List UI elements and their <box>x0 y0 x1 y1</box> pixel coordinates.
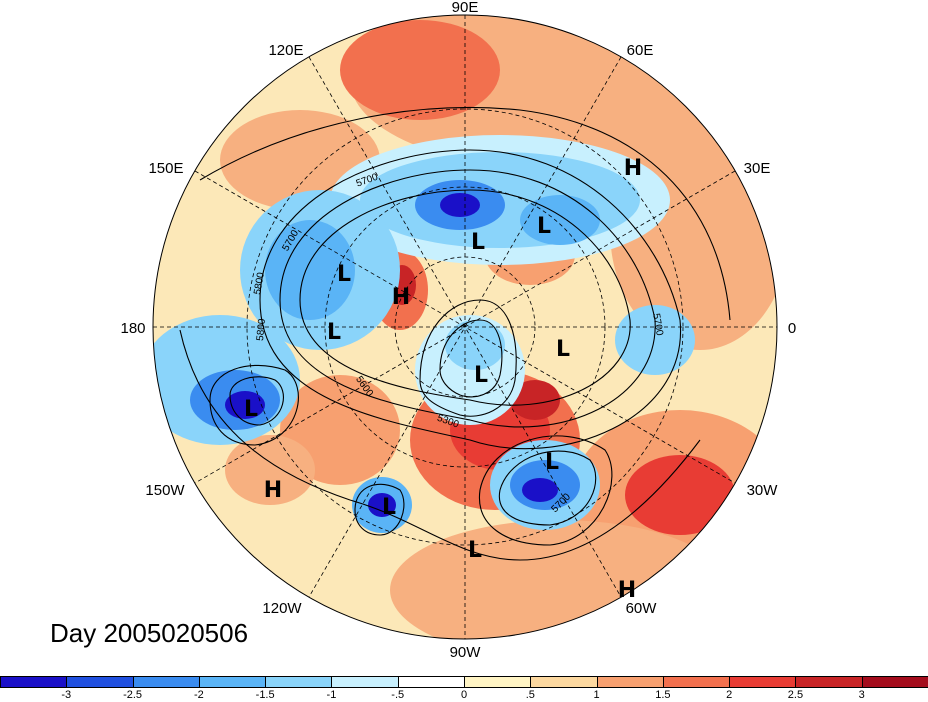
colorbar-tick-label: -2.5 <box>123 689 143 701</box>
colorbar-tick-label: 0 <box>460 689 468 701</box>
lon-label-0: 0 <box>788 320 796 337</box>
map-boundary <box>152 14 778 640</box>
low-marker: L <box>327 320 341 345</box>
lon-label-150w: 150W <box>145 482 185 499</box>
low-marker: L <box>474 363 488 388</box>
lon-label-120e: 120E <box>268 42 303 59</box>
date-label: Day 2005020506 <box>50 618 249 648</box>
lon-label-150e: 150E <box>148 160 183 177</box>
colorbar-swatch <box>662 676 731 688</box>
high-marker: H <box>264 478 282 503</box>
colorbar-swatch <box>397 676 465 688</box>
colorbar-swatch <box>861 676 928 688</box>
contour-labels: 5700 5700 5800 5800 5600 5300 5700 5700 <box>252 172 665 515</box>
low-marker: L <box>244 397 258 422</box>
colorbar-tick-label: .5 <box>525 689 535 701</box>
colorbar-swatch <box>265 676 333 688</box>
colorbar-tick-label: -2 <box>193 689 204 701</box>
colorbar: -3 -2.5 -2 -1.5 -1 -.5 0 .5 1 1.5 2 2.5 3 <box>0 676 928 702</box>
colorbar-tick-label: 2 <box>726 689 733 701</box>
colorbar-swatch <box>596 676 664 688</box>
pressure-centers: H L L L H L L L L L H L L H <box>244 156 642 603</box>
colorbar-swatch <box>0 676 68 688</box>
colorbar-tick-label: 2.5 <box>787 689 804 701</box>
colorbar-tick-label: -3 <box>61 689 72 701</box>
lon-label-180: 180 <box>120 320 145 337</box>
colorbar-swatch <box>198 676 267 688</box>
longitude-labels: 90E 60E 30E 0 30W 60W 90W 120W 150W 180 … <box>120 0 796 661</box>
colorbar-tick-label: -.5 <box>391 689 405 701</box>
low-marker: L <box>537 214 551 239</box>
contour-label: 5700 <box>650 313 665 337</box>
colorbar-tick-label: 3 <box>858 689 865 701</box>
lon-label-120w: 120W <box>262 600 302 617</box>
lon-label-60e: 60E <box>627 42 654 59</box>
lon-label-90w: 90W <box>450 644 482 661</box>
lon-label-30w: 30W <box>747 482 779 499</box>
high-marker: H <box>392 285 410 310</box>
colorbar-tick-label: 1.5 <box>655 689 671 701</box>
low-marker: L <box>382 495 396 520</box>
colorbar-swatch <box>530 676 598 688</box>
low-marker: L <box>556 337 570 362</box>
lon-label-60w: 60W <box>626 600 658 617</box>
contour-label: 5800 <box>255 318 268 342</box>
colorbar-swatch <box>464 676 532 688</box>
anomaly-field <box>153 15 777 639</box>
contour-label: 5800 <box>252 271 267 295</box>
high-marker: H <box>618 578 636 603</box>
lon-label-30e: 30E <box>744 160 771 177</box>
colorbar-swatch <box>66 676 134 688</box>
colorbar-swatch <box>331 676 399 688</box>
graticule <box>153 15 777 639</box>
high-marker: H <box>624 156 642 181</box>
colorbar-tick-label: 1 <box>593 689 600 701</box>
low-marker: L <box>337 262 351 287</box>
colorbar-tick-label: -1 <box>326 689 337 701</box>
colorbar-swatch <box>795 676 863 688</box>
colorbar-tick-label: -1.5 <box>255 689 275 701</box>
low-marker: L <box>545 450 559 475</box>
lon-label-90e: 90E <box>452 0 479 16</box>
colorbar-swatch <box>132 676 200 688</box>
low-marker: L <box>471 230 485 255</box>
high-marker: L <box>468 538 482 563</box>
colorbar-swatch <box>729 676 797 688</box>
height-contours <box>179 106 731 561</box>
